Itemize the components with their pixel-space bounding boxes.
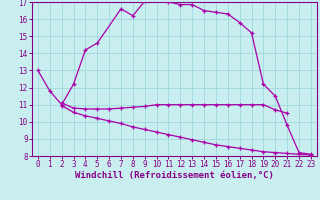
X-axis label: Windchill (Refroidissement éolien,°C): Windchill (Refroidissement éolien,°C): [75, 171, 274, 180]
